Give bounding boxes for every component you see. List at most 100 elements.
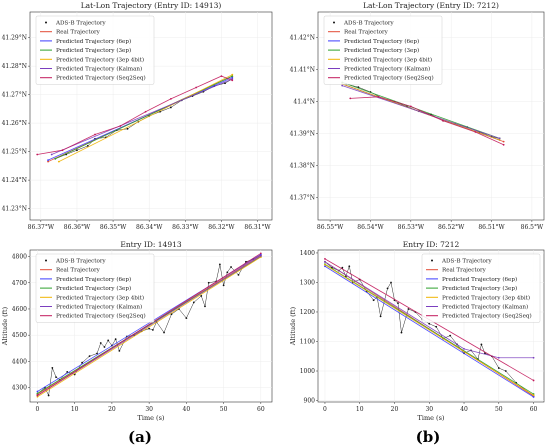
data-point [449,334,452,337]
chart-title: Lat-Lon Trajectory (Entry ID: 14913) [81,1,222,10]
legend-label: Predicted Trajectory (3ep) [56,285,131,292]
legend: ADS-B Trajectory Real Trajectory Predicted… [35,15,155,85]
data-point [341,266,344,269]
series-predicted-trajectory-seq2seq [37,253,262,396]
y-tick-label: 4300 [12,385,27,392]
data-point [407,308,410,310]
legend-box [35,15,155,85]
legend-label: ADS-B Trajectory [55,21,107,27]
data-point [200,294,203,297]
data-point [498,139,501,141]
data-point [341,84,344,87]
y-tick-label: 41.39°N [290,131,315,138]
figure-label-b: (b) [416,428,441,446]
data-point [231,76,234,79]
data-point [107,339,110,342]
data-point [386,287,389,290]
data-point [532,379,535,382]
data-point [185,317,188,320]
legend-label: Predicted Trajectory (3ep 4bit) [56,56,144,63]
data-point [435,325,438,328]
series-predicted-trajectory-3ep-4bit [58,74,233,162]
y-tick-label: 41.4°N [293,99,315,106]
data-point [76,149,78,152]
y-tick-label: 900 [304,398,316,405]
data-point [224,82,226,85]
data-point [231,73,234,76]
legend-label: ADS-B Trajectory [343,21,395,27]
data-point [222,284,225,287]
x-tick-label: 10 [356,406,364,413]
data-point [96,352,98,355]
data-point [126,127,129,130]
legend-box [35,253,155,323]
x-tick-label: 40 [183,406,191,413]
legend-label: Predicted Trajectory (3ep) [344,47,419,54]
data-point [474,131,477,133]
x-tick-label: 86.33°W [172,224,199,231]
y-tick-label: 1400 [300,250,315,257]
y-tick-label: 1300 [300,279,315,286]
chart-title: Entry ID: 14913 [120,240,181,249]
data-point [169,98,172,100]
data-point [463,347,465,350]
data-point [498,137,501,140]
data-point [163,331,165,334]
y-tick-label: 41.26°N [2,120,27,127]
data-point [54,157,57,160]
legend-label: Predicted Trajectory (Kalman) [56,304,142,311]
legend-label: Predicted Trajectory (6ep) [56,38,131,45]
y-tick-label: 1000 [300,368,315,375]
x-tick-label: 86.52°W [438,224,465,231]
data-point [47,159,49,162]
figure-label-a: (a) [128,428,152,446]
legend-label: ADS-B Trajectory [441,259,493,265]
data-point [99,342,102,344]
series-predicted-trajectory-6ep [324,265,534,398]
data-point [230,266,232,268]
data-point [144,110,147,113]
legend-label: Real Trajectory [56,30,101,36]
y-tick-label: 4700 [12,280,27,287]
data-point [480,343,483,346]
chart-latlon-7212: Lat-Lon Trajectory (Entry ID: 7212) 86.55… [290,1,545,231]
y-tick-label: 1100 [300,338,315,345]
data-point [532,394,535,397]
x-tick-label: 40 [460,406,468,413]
y-tick-label: 4400 [12,358,27,365]
legend-label: Predicted Trajectory (3ep 4bit) [442,294,530,301]
x-axis-label: Time (s) [138,414,165,422]
x-tick-label: 86.5°W [521,224,544,231]
data-point [377,95,380,98]
legend-label: Predicted Trajectory (Seq2Seq) [56,313,146,320]
data-point [192,301,195,304]
series-predicted-trajectory-seq2seq [350,96,504,146]
legend-label: Predicted Trajectory (6ep) [56,276,131,283]
y-tick-label: 41.41°N [290,67,315,74]
data-point [36,395,39,398]
series-predicted-trajectory-kalman [324,261,534,359]
x-tick-label: 30 [145,406,153,413]
x-axis-label: Time (s) [418,414,445,422]
data-point [88,355,91,358]
chart-altitude-14913: Entry ID: 14913 0 10 20 30 40 50 60 4300 4400 4500… [1,240,273,422]
data-point [118,349,121,352]
series-predicted-trajectory-3ep-4bit [37,256,262,398]
chart-title: Entry ID: 7212 [403,240,460,249]
y-axis-label: Altitude (ft) [1,306,9,346]
data-point [36,394,39,397]
series-predicted-trajectory-kalman [51,78,233,155]
data-point [50,153,53,156]
x-tick-label: 86.54°W [357,224,384,231]
x-tick-label: 86.55°W [317,224,344,231]
legend-label: Predicted Trajectory (Kalman) [344,66,430,73]
y-tick-label: 4500 [12,332,27,339]
data-point [231,79,234,82]
data-point [170,313,173,316]
legend-box [323,15,443,85]
data-point [237,273,240,276]
legend-label: Predicted Trajectory (3ep) [56,47,131,54]
data-point [324,260,326,263]
legend-swatch [431,259,433,262]
